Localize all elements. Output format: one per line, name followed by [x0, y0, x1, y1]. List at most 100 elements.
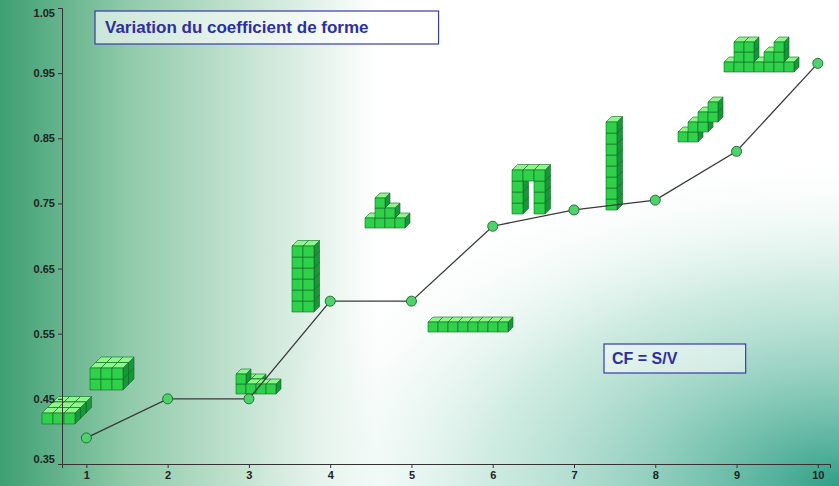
x-tick-label: 7 — [571, 469, 577, 481]
cube-face — [64, 413, 75, 424]
x-tick-label: 8 — [653, 469, 659, 481]
cube-face — [764, 52, 774, 62]
chart: 0.350.450.550.650.750.850.951.0512345678… — [0, 0, 839, 486]
x-tick-mark — [330, 464, 331, 468]
cube-face — [606, 122, 617, 133]
y-tick-label: 0.95 — [34, 67, 55, 79]
y-tick: 0.75 — [34, 197, 62, 209]
cube-face — [688, 132, 698, 142]
x-tick: 4 — [328, 464, 335, 481]
x-tick-label: 5 — [409, 469, 415, 481]
x-tick: 8 — [653, 464, 659, 481]
x-tick-label: 6 — [490, 469, 496, 481]
x-tick-mark — [411, 464, 412, 468]
x-tick-mark — [574, 464, 575, 468]
cube-cluster — [606, 117, 623, 211]
cube-face — [428, 322, 438, 332]
line — [86, 63, 817, 438]
background — [0, 0, 839, 486]
cube-face — [606, 177, 617, 188]
marker — [406, 296, 416, 306]
title-frame — [95, 11, 439, 44]
cube-face — [236, 384, 246, 394]
cube-face — [448, 322, 458, 332]
cube-cluster — [512, 165, 551, 215]
y-tick-label: 0.65 — [34, 263, 55, 275]
cube-face — [734, 42, 744, 52]
cube-face — [90, 368, 101, 379]
cube-face — [754, 62, 764, 72]
cube-face — [734, 62, 744, 72]
cube-face — [478, 322, 488, 332]
y-tick-mark — [58, 8, 62, 9]
cube-face — [292, 290, 303, 301]
cube-face — [112, 368, 123, 379]
y-tick-label: 0.85 — [34, 132, 55, 144]
cube-cluster — [428, 317, 513, 332]
annotation-frame — [604, 344, 746, 373]
cube-face — [512, 192, 523, 203]
cube-face — [375, 198, 385, 208]
cube-face — [606, 133, 617, 144]
cube-cluster — [90, 357, 134, 390]
x-tick-mark — [737, 464, 738, 468]
y-tick-mark — [58, 138, 62, 139]
annotation-box: CF = S/V — [604, 344, 746, 373]
cube-face — [118, 357, 135, 363]
cube-face — [512, 170, 523, 181]
x-tick-label: 3 — [246, 469, 252, 481]
cube-face — [774, 42, 784, 52]
x-tick-mark — [493, 464, 494, 468]
cube-face — [236, 369, 251, 374]
cube-face — [292, 279, 303, 290]
x-tick: 1 — [84, 464, 90, 481]
cube-face — [75, 397, 92, 403]
cube-face — [724, 62, 734, 72]
x-tick-label: 4 — [328, 469, 335, 481]
cube-face — [774, 37, 789, 42]
cube-face — [101, 379, 112, 390]
marker — [163, 394, 173, 404]
x-tick-mark — [818, 464, 819, 468]
cube-face — [708, 97, 723, 102]
x-tick-mark — [655, 464, 656, 468]
cube-face — [784, 62, 794, 72]
y-tick: 0.35 — [34, 453, 62, 465]
y-tick: 0.55 — [34, 328, 62, 340]
marker — [325, 296, 335, 306]
marker — [244, 394, 254, 404]
y-tick-mark — [58, 334, 62, 335]
cube-cluster — [236, 369, 281, 394]
cube-face — [438, 322, 448, 332]
y-tick-label: 0.35 — [34, 453, 55, 465]
y-tick-mark — [58, 399, 62, 400]
x-tick-mark — [86, 464, 87, 468]
plot-area — [81, 58, 822, 443]
cube-face — [385, 208, 395, 218]
x-tick: 5 — [409, 464, 415, 481]
cube-face — [112, 379, 123, 390]
x-tick-label: 9 — [734, 469, 740, 481]
cube-face — [534, 170, 545, 181]
y-tick-label: 0.55 — [34, 328, 55, 340]
cube-face — [303, 301, 314, 312]
cube-face — [303, 257, 314, 268]
cube-illustrations — [42, 37, 799, 424]
cube-face — [375, 218, 385, 228]
y-tick: 0.45 — [34, 393, 62, 405]
x-tick-mark — [168, 464, 169, 468]
cube-face — [744, 62, 754, 72]
x-tick: 2 — [165, 464, 171, 481]
cube-face — [606, 155, 617, 166]
marker — [81, 433, 91, 443]
y-tick: 0.85 — [34, 132, 62, 144]
cube-face — [606, 117, 623, 123]
marker — [813, 58, 823, 68]
cube-face — [395, 218, 405, 228]
cube-cluster — [724, 37, 799, 72]
cube-face — [523, 170, 534, 181]
cube-face — [292, 301, 303, 312]
x-tick-label: 10 — [812, 469, 824, 481]
x-tick: 7 — [571, 464, 577, 481]
background-glow — [0, 0, 839, 486]
